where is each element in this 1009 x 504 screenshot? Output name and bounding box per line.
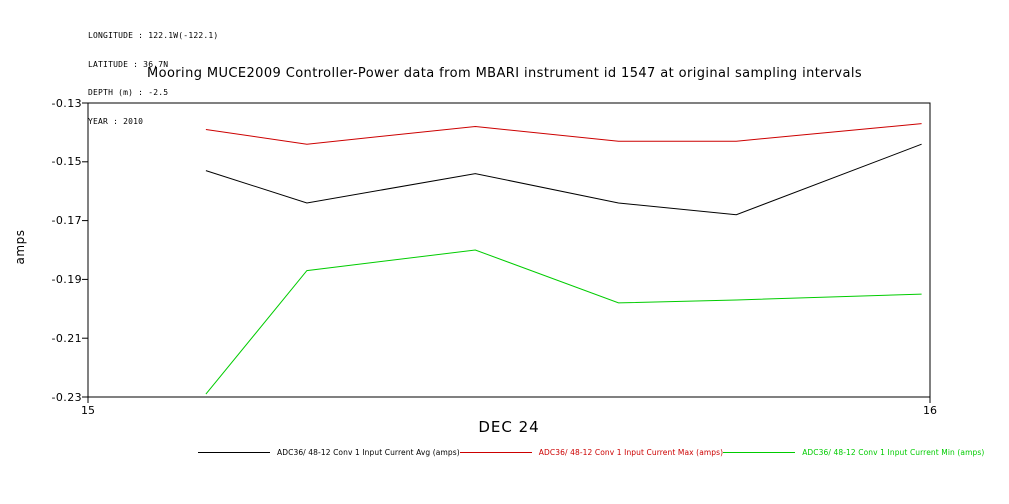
series-line-0 (205, 143, 922, 216)
x-tick-label: 15 (81, 404, 95, 417)
legend-label-min: ADC36/ 48-12 Conv 1 Input Current Min (a… (802, 448, 985, 457)
y-tick-label: -0.19 (51, 272, 82, 286)
y-tick-label: -0.17 (51, 214, 82, 228)
x-tick-label: 16 (923, 404, 937, 417)
legend-swatch-avg (198, 452, 270, 453)
plot-frame (87, 102, 931, 398)
legend-item-avg: ADC36/ 48-12 Conv 1 Input Current Avg (a… (198, 448, 460, 457)
station-metadata: LONGITUDE : 122.1W(-122.1) LATITUDE : 36… (88, 12, 218, 145)
legend-item-max: ADC36/ 48-12 Conv 1 Input Current Max (a… (459, 448, 724, 457)
series-line-2 (205, 249, 922, 395)
legend: ADC36/ 48-12 Conv 1 Input Current Avg (a… (198, 448, 984, 457)
y-tick-label: -0.23 (51, 390, 82, 404)
chart-title: Mooring MUCE2009 Controller-Power data f… (146, 66, 862, 81)
y-axis-label: amps (13, 229, 27, 265)
y-tick-label: -0.13 (51, 96, 82, 110)
legend-label-max: ADC36/ 48-12 Conv 1 Input Current Max (a… (538, 448, 724, 457)
legend-label-avg: ADC36/ 48-12 Conv 1 Input Current Avg (a… (277, 448, 460, 457)
metadata-depth: DEPTH (m) : -2.5 (88, 88, 169, 97)
metadata-year: YEAR : 2010 (88, 116, 144, 126)
legend-swatch-min (723, 452, 796, 453)
legend-swatch-max (459, 452, 532, 453)
series-line-1 (205, 123, 922, 145)
metadata-longitude: LONGITUDE : 122.1W(-122.1) (88, 31, 219, 40)
y-tick-label: -0.15 (51, 155, 82, 169)
x-axis-label: DEC 24 (478, 418, 540, 436)
metadata-latitude: LATITUDE : 36.7N (88, 59, 169, 69)
y-tick-label: -0.21 (51, 331, 82, 345)
legend-item-min: ADC36/ 48-12 Conv 1 Input Current Min (a… (723, 448, 984, 457)
